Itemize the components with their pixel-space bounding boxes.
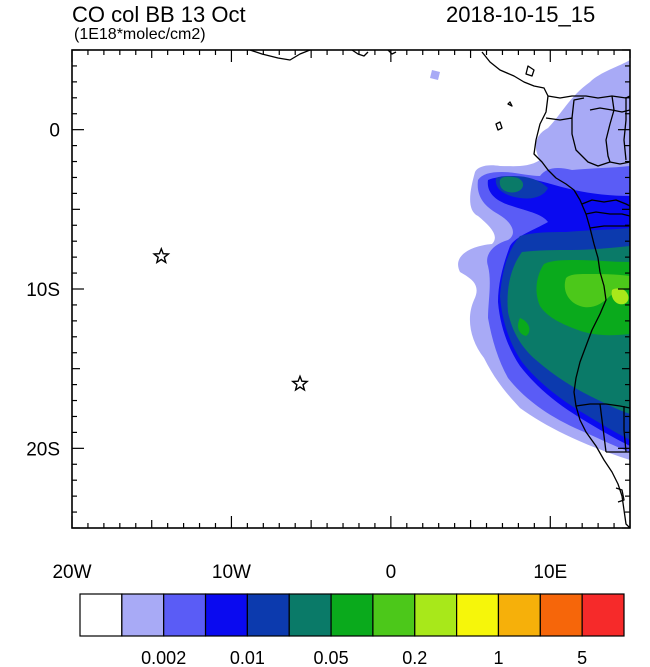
colorbar-box	[288, 593, 332, 637]
tick-labels: 20W 10W 0 10E 0 10S 20S	[26, 121, 567, 583]
border-angola-north	[589, 225, 630, 229]
colorbar-box	[414, 593, 458, 637]
bioko-island	[495, 121, 503, 131]
colorbar-box	[330, 593, 374, 637]
minor-ticks	[72, 49, 631, 529]
colorbar-label: 0.01	[230, 648, 265, 667]
sao-tome	[507, 101, 513, 107]
colorbar-box	[121, 593, 165, 637]
x-tick-label: 20W	[52, 562, 91, 583]
plume-level-0.5	[611, 288, 629, 305]
lake-chad-region	[525, 65, 535, 77]
map-title: CO col BB 13 Oct	[72, 2, 246, 27]
star-marker	[290, 374, 309, 392]
colorbar-box	[372, 593, 416, 637]
colorbar-box	[581, 593, 625, 637]
colorbar-label: 1	[493, 648, 503, 667]
map-units-subtitle: (1E18*molec/cm2)	[74, 26, 206, 43]
major-ticks	[71, 50, 630, 528]
x-tick-label: 10W	[212, 562, 251, 583]
top-coastline-2	[351, 50, 369, 57]
top-coastline	[249, 50, 311, 61]
border-inner-1	[605, 95, 615, 163]
plume-level-0.002-patch	[430, 70, 440, 80]
y-tick-label: 10S	[26, 280, 60, 301]
border-drc	[571, 97, 585, 119]
colorbar-box	[204, 593, 248, 637]
colorbar-label: 0.2	[402, 648, 427, 667]
colorbar-label: 5	[577, 648, 587, 667]
colorbar-box	[246, 593, 290, 637]
map-timestamp: 2018-10-15_15	[446, 2, 596, 27]
africa-west-coast	[481, 51, 630, 528]
plume-level-0.2	[564, 274, 630, 308]
x-tick-label: 10E	[533, 562, 567, 583]
border-congo-gabon	[545, 117, 630, 167]
border-angola-namibia	[575, 403, 630, 409]
colorbar: 0.002 0.01 0.05 0.2 1 5	[79, 593, 625, 667]
border-cabinda	[581, 199, 630, 207]
co-plume-field	[430, 60, 630, 460]
border-nigeria-cameroon	[547, 95, 630, 99]
y-tick-label: 20S	[26, 439, 60, 460]
x-tick-label: 0	[386, 562, 397, 583]
border-namibia-interior	[599, 403, 607, 453]
colorbar-box	[163, 593, 207, 637]
y-tick-label: 0	[49, 121, 60, 142]
border-gabon-interior	[589, 107, 630, 113]
coastline-borders	[249, 50, 630, 528]
border-southern-tip	[615, 487, 625, 503]
station-markers	[152, 246, 309, 392]
star-marker	[152, 246, 171, 265]
colorbar-box	[79, 593, 123, 637]
colorbar-label: 0.05	[314, 648, 349, 667]
colorbar-box	[456, 593, 500, 637]
border-angola-drc	[585, 211, 630, 217]
colorbar-box	[539, 593, 583, 637]
colorbar-box	[497, 593, 541, 637]
colorbar-label: 0.002	[141, 648, 186, 667]
top-coastline-3	[387, 50, 397, 55]
border-namibia-east	[623, 406, 627, 453]
